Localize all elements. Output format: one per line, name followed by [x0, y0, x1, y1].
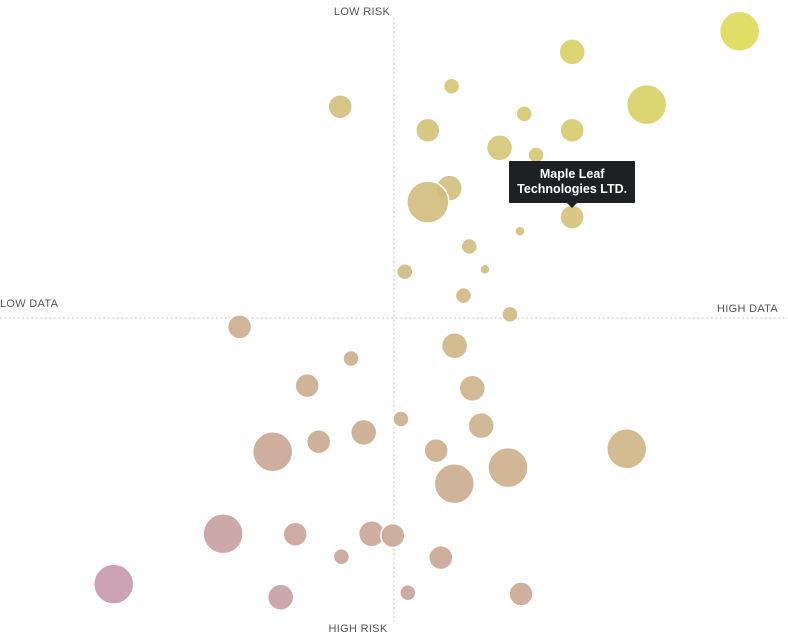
bubbles-layer: [92, 10, 761, 611]
company-bubble[interactable]: [392, 410, 410, 428]
company-bubble[interactable]: [415, 117, 441, 144]
tooltip-line-1: Maple Leaf: [539, 166, 605, 181]
grid-lines: [0, 18, 788, 622]
company-bubble[interactable]: [428, 544, 454, 571]
company-bubble[interactable]: [92, 563, 135, 605]
company-bubble[interactable]: [440, 331, 469, 360]
company-bubble[interactable]: [559, 117, 585, 144]
company-bubble[interactable]: [559, 204, 585, 230]
company-bubble[interactable]: [399, 584, 417, 602]
company-bubble[interactable]: [454, 286, 473, 305]
company-bubble[interactable]: [380, 522, 406, 549]
company-bubble[interactable]: [625, 83, 668, 126]
company-bubble[interactable]: [501, 305, 519, 324]
company-bubble[interactable]: [442, 77, 461, 95]
company-bubble[interactable]: [458, 374, 487, 403]
company-bubble[interactable]: [251, 431, 294, 473]
company-bubble[interactable]: [332, 547, 351, 566]
company-bubble[interactable]: [487, 446, 529, 489]
company-bubble[interactable]: [282, 521, 309, 548]
company-bubble[interactable]: [423, 437, 449, 464]
company-bubble[interactable]: [514, 225, 526, 238]
company-bubble[interactable]: [342, 349, 360, 368]
company-bubble[interactable]: [460, 237, 479, 256]
company-bubble[interactable]: [515, 105, 533, 123]
axis-label-right: HIGH DATA: [717, 303, 778, 315]
company-bubble[interactable]: [349, 418, 378, 447]
company-bubble[interactable]: [605, 428, 648, 470]
company-bubble[interactable]: [558, 38, 586, 66]
axis-label-top: LOW RISK: [334, 6, 391, 18]
company-bubble[interactable]: [485, 134, 514, 162]
company-bubble[interactable]: [202, 513, 244, 555]
company-bubble[interactable]: [718, 10, 761, 53]
company-bubble[interactable]: [433, 462, 476, 505]
company-bubble[interactable]: [396, 263, 414, 281]
axis-label-left: LOW DATA: [0, 298, 59, 310]
company-bubble[interactable]: [406, 180, 450, 224]
company-tooltip: Maple Leaf Technologies LTD.: [509, 160, 636, 208]
company-bubble[interactable]: [467, 411, 495, 440]
company-bubble[interactable]: [479, 263, 491, 276]
company-bubble[interactable]: [508, 581, 534, 607]
company-bubble[interactable]: [226, 314, 253, 340]
axis-label-bottom: HIGH RISK: [329, 623, 388, 634]
tooltip-line-2: Technologies LTD.: [517, 181, 628, 196]
company-bubble[interactable]: [305, 428, 332, 455]
tooltip-arrow-icon: [567, 202, 578, 208]
company-bubble[interactable]: [294, 372, 320, 399]
company-bubble[interactable]: [266, 583, 295, 611]
company-bubble[interactable]: [327, 93, 353, 120]
